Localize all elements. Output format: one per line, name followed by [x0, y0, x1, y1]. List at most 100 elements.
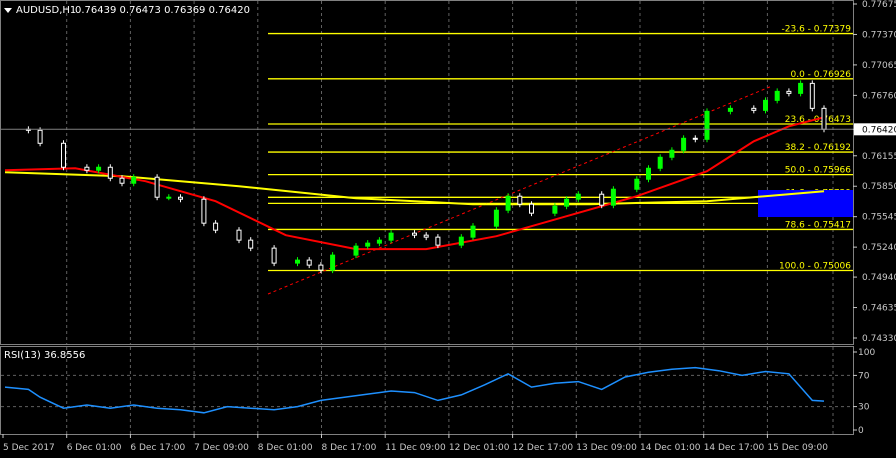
time-tick-label: 7 Dec 09:00 — [194, 443, 249, 453]
time-tick-label: 8 Dec 17:00 — [322, 443, 377, 453]
price-tick-label: 0.74940 — [862, 273, 896, 283]
price-highlight-box — [758, 190, 853, 217]
rsi-tick-label: 30 — [858, 403, 870, 413]
candle-bear — [692, 137, 698, 140]
candle-bull — [681, 137, 687, 151]
candle-bull — [704, 110, 710, 140]
time-tick-label: 8 Dec 01:00 — [258, 443, 313, 453]
candle-bear — [84, 166, 90, 171]
time-tick-label: 6 Dec 17:00 — [130, 443, 185, 453]
price-tick-label: 0.75545 — [862, 213, 896, 223]
candle-bull — [798, 82, 804, 94]
candle-bear — [751, 107, 757, 111]
time-tick-label: 13 Dec 09:00 — [576, 443, 637, 453]
candle-bull — [376, 239, 382, 244]
candle-bull — [634, 178, 640, 190]
price-tick-label: 0.74635 — [862, 304, 896, 314]
fib-level-label: 0.0 - 0.76926 — [791, 70, 852, 80]
candle-bull — [295, 259, 300, 264]
chart-series — [4, 80, 827, 274]
vertical-grid — [66, 1, 834, 434]
candle-bull — [330, 254, 336, 271]
time-tick-label: 14 Dec 01:00 — [640, 443, 701, 453]
time-tick-label: 14 Dec 17:00 — [704, 443, 765, 453]
candle-bear — [529, 203, 534, 214]
fib-level-label: 100.0 - 0.75006 — [779, 262, 851, 272]
candle-bull — [131, 176, 137, 184]
price-tick-label: 0.76760 — [862, 91, 896, 101]
candle-bull — [564, 198, 570, 207]
price-tick-label: 0.76155 — [862, 152, 896, 162]
candle-bear — [306, 259, 312, 266]
price-tick-label: 0.77370 — [862, 30, 896, 40]
rsi-line — [4, 366, 825, 414]
candle-bear — [318, 264, 324, 271]
candle-bull — [552, 205, 558, 214]
candle-bull — [646, 167, 651, 180]
rsi-tick-label: 70 — [858, 371, 870, 381]
fib-level-label: 23.6 - 0.76473 — [785, 115, 851, 125]
rsi-indicator: 100 70 30 0 — [1, 348, 875, 436]
time-tick-label: 5 Dec 2017 — [3, 443, 55, 453]
candle-bear — [61, 142, 66, 168]
candle-bear — [37, 129, 43, 144]
candle-bear — [119, 177, 125, 184]
candle-bull — [96, 166, 102, 171]
candle-bear — [201, 198, 207, 224]
current-price-box — [854, 123, 896, 136]
ohlc-label: 0.76439 0.76473 0.76369 0.76420 — [75, 5, 250, 16]
fib-level-label: 50.0 - 0.75966 — [785, 166, 851, 176]
fib-trend-line — [267, 85, 773, 295]
fibonacci-retracement[interactable]: -23.6 - 0.77379 0.0 - 0.76926 23.6 - 0.764… — [268, 25, 853, 272]
time-tick-label: 6 Dec 01:00 — [67, 443, 122, 453]
time-tick-label: 12 Dec 01:00 — [449, 443, 510, 453]
price-tick-label: 0.77675 — [862, 0, 896, 10]
candle-bull — [365, 242, 371, 247]
main-plot-frame — [0, 0, 854, 345]
candle-bull — [470, 225, 476, 238]
ma-yellow-line — [4, 171, 825, 206]
candle-bull — [353, 245, 359, 256]
candle-bull — [166, 196, 172, 199]
price-tick-label: 0.75850 — [862, 182, 896, 192]
rsi-label: RSI(13) 36.8556 — [4, 350, 85, 361]
candle-bear — [435, 236, 441, 246]
fib-level-label: -23.6 - 0.77379 — [782, 25, 852, 35]
candle-bear — [154, 176, 160, 198]
price-tick-label: 0.74330 — [862, 334, 896, 344]
dropdown-triangle-icon[interactable] — [4, 8, 12, 13]
candle-bear — [248, 239, 254, 249]
candle-bear — [786, 90, 792, 94]
price-axis: 0.77675 0.77370 0.77065 0.76760 0.76420 0.761… — [1, 0, 896, 344]
time-axis: 5 Dec 2017 6 Dec 01:00 6 Dec 17:00 7 Dec 09… — [2, 434, 828, 453]
candle-bull — [774, 90, 780, 101]
candle-bear — [236, 229, 242, 241]
fib-level-label: 38.2 - 0.76192 — [785, 143, 851, 153]
candle-bear — [423, 234, 429, 238]
price-tick-label: 0.75240 — [862, 243, 896, 253]
candle-bull — [657, 156, 663, 169]
symbol-label: AUDUSD,H1 — [16, 5, 76, 16]
candle-bull — [458, 236, 464, 246]
rsi-tick-label: 0 — [858, 426, 864, 436]
candle-bull — [763, 99, 768, 111]
candle-bull — [575, 193, 581, 200]
candle-bull — [610, 188, 616, 206]
price-tick-label: 0.77065 — [862, 61, 896, 71]
candle-bear — [107, 166, 113, 179]
time-tick-label: 11 Dec 09:00 — [385, 443, 446, 453]
rsi-tick-label: 100 — [858, 348, 875, 358]
candle-bull — [493, 209, 499, 227]
candle-bull — [669, 149, 675, 158]
candle-bear — [809, 82, 815, 109]
candle-bull — [727, 107, 733, 112]
time-tick-label: 12 Dec 17:00 — [513, 443, 574, 453]
rsi-plot-frame — [0, 346, 854, 435]
candle-bear — [213, 222, 219, 231]
candle-bear — [517, 195, 523, 205]
candle-bear — [178, 196, 183, 200]
candle-bull — [505, 195, 511, 211]
fib-level-label: 78.6 - 0.75417 — [785, 220, 851, 230]
candle-bear — [412, 232, 417, 236]
